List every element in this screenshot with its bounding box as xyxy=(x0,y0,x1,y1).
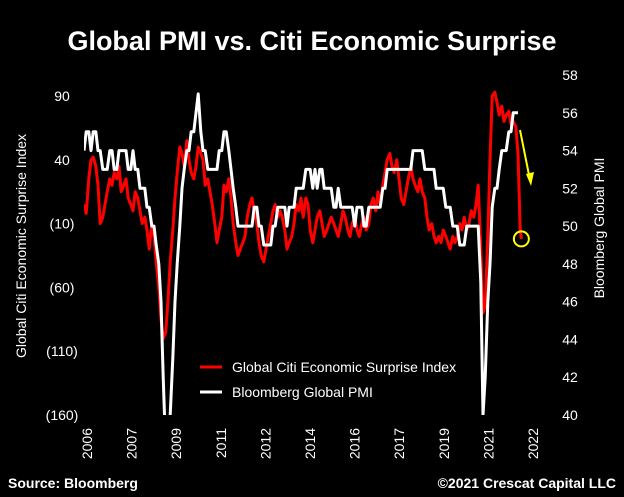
chart-title: Global PMI vs. Citi Economic Surprise xyxy=(67,26,556,56)
left-tick-label: (60) xyxy=(50,279,75,295)
right-tick-label: 48 xyxy=(562,256,578,272)
x-axis-ticks: 2006 2007 2009 2011 2012 2014 2016 2017 2019 2021… xyxy=(79,428,541,459)
left-tick-label: (160) xyxy=(46,407,79,423)
series-line-bloomberg-pmi xyxy=(84,92,518,415)
left-tick-label: 40 xyxy=(54,152,70,168)
right-axis-title: Bloomberg Global PMI xyxy=(591,158,607,299)
x-tick-label: 2019 xyxy=(436,428,452,459)
copyright-label: ©2021 Crescat Capital LLC xyxy=(438,475,616,491)
x-tick-label: 2011 xyxy=(213,428,229,458)
left-tick-label: 90 xyxy=(54,88,70,104)
legend-label-citi: Global Citi Economic Surprise Index xyxy=(232,359,456,375)
x-tick-label: 2022 xyxy=(525,428,541,459)
legend-label-pmi: Bloomberg Global PMI xyxy=(232,384,373,400)
left-tick-label: (10) xyxy=(50,216,75,232)
right-tick-label: 56 xyxy=(562,105,578,121)
arrow-annotation xyxy=(519,129,534,186)
right-tick-label: 40 xyxy=(562,407,578,423)
x-tick-label: 2012 xyxy=(257,428,273,459)
x-tick-label: 2021 xyxy=(480,428,496,459)
left-axis-title: Global Citi Economic Surprise Index xyxy=(13,134,29,358)
x-tick-label: 2017 xyxy=(391,428,407,459)
right-tick-label: 54 xyxy=(562,143,578,159)
x-tick-label: 2009 xyxy=(168,428,184,459)
right-axis-ticks: 58 56 54 52 50 48 46 44 42 40 xyxy=(562,67,578,423)
callout-circle xyxy=(512,230,530,248)
legend: Global Citi Economic Surprise Index Bloo… xyxy=(200,359,456,400)
x-tick-label: 2016 xyxy=(347,428,363,459)
series-line-citi-surprise xyxy=(84,90,523,340)
right-tick-label: 50 xyxy=(562,218,578,234)
right-tick-label: 46 xyxy=(562,294,578,310)
x-tick-label: 2006 xyxy=(79,428,95,459)
right-tick-label: 52 xyxy=(562,180,578,196)
right-tick-label: 58 xyxy=(562,67,578,83)
right-tick-label: 42 xyxy=(562,369,578,385)
source-label: Source: Bloomberg xyxy=(8,475,138,491)
right-tick-label: 44 xyxy=(562,331,578,347)
left-axis-ticks: 90 40 (10) (60) (110) (160) xyxy=(46,88,79,423)
left-tick-label: (110) xyxy=(46,343,78,359)
x-tick-label: 2007 xyxy=(124,428,140,459)
x-tick-label: 2014 xyxy=(302,428,318,459)
